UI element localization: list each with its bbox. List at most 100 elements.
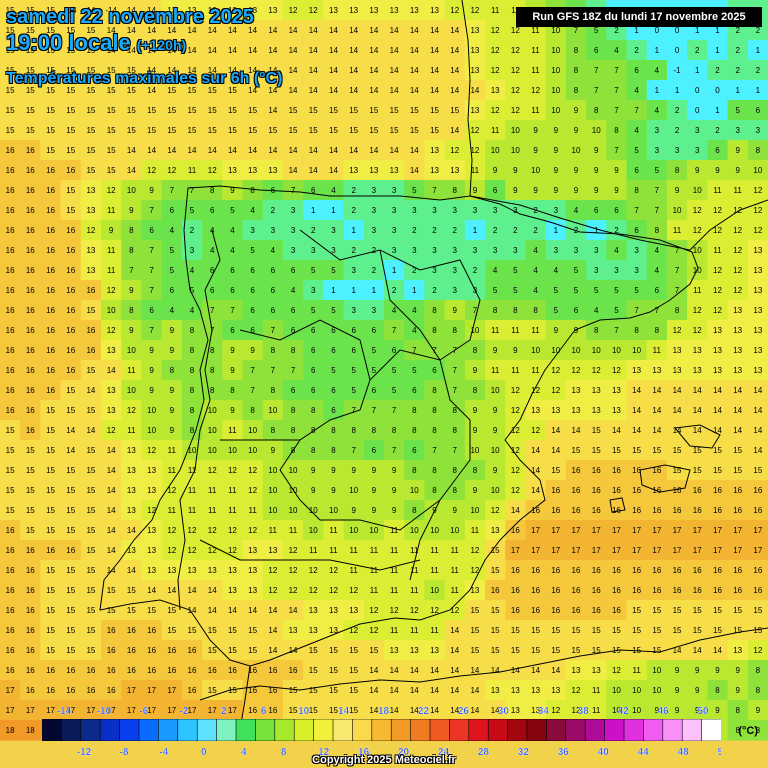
- field-cell: [505, 500, 527, 521]
- temperature-value: 8: [190, 386, 195, 395]
- field-cell: [646, 180, 668, 201]
- field-cell: [485, 140, 506, 161]
- temperature-value: 15: [107, 126, 116, 135]
- temperature-value: 7: [149, 286, 154, 295]
- temperature-value: 14: [349, 46, 358, 55]
- field-cell: [464, 300, 486, 321]
- temperature-value: 13: [572, 666, 581, 675]
- field-cell: [262, 340, 284, 361]
- field-cell: [40, 300, 62, 321]
- temperature-value: 12: [470, 546, 479, 555]
- field-cell: [181, 440, 203, 461]
- temperature-value: 15: [167, 106, 176, 115]
- field-cell: [707, 320, 729, 341]
- field-cell: [80, 80, 102, 101]
- temperature-value: 15: [733, 606, 742, 615]
- field-cell: [0, 140, 21, 161]
- temperature-value: 8: [291, 346, 296, 355]
- field-cell: [505, 480, 527, 501]
- temperature-value: 2: [372, 266, 377, 275]
- temperature-value: 16: [46, 386, 55, 395]
- temperature-value: 12: [147, 446, 156, 455]
- field-cell: [485, 520, 506, 541]
- temperature-value: 12: [167, 546, 176, 555]
- temperature-value: 15: [66, 526, 75, 535]
- temperature-value: 6: [170, 286, 175, 295]
- temperature-value: 16: [6, 546, 15, 555]
- temperature-value: 7: [149, 246, 154, 255]
- temperature-value: 7: [291, 366, 296, 375]
- temperature-value: 15: [349, 126, 358, 135]
- temperature-value: 2: [756, 66, 761, 75]
- field-cell: [80, 40, 102, 61]
- field-cell: [485, 280, 506, 301]
- temperature-value: 8: [210, 346, 215, 355]
- field-cell: [525, 80, 547, 101]
- temperature-value: 9: [170, 406, 175, 415]
- field-cell: [242, 360, 264, 381]
- legend-swatch: [681, 719, 703, 741]
- temperature-value: 11: [168, 506, 177, 515]
- temperature-value: 6: [493, 186, 498, 195]
- temperature-value: 15: [26, 506, 35, 515]
- legend-tick-label: 36: [558, 747, 570, 758]
- temperature-value: 13: [369, 166, 378, 175]
- temperature-value: 11: [168, 446, 177, 455]
- field-cell: [747, 340, 768, 361]
- temperature-value: 16: [733, 486, 742, 495]
- field-cell: [384, 380, 405, 401]
- temperature-value: 5: [614, 306, 619, 315]
- field-cell: [60, 360, 82, 381]
- field-cell: [727, 100, 749, 121]
- temperature-value: 16: [26, 586, 35, 595]
- temperature-value: 9: [392, 506, 397, 515]
- temperature-value: 14: [107, 26, 116, 35]
- field-cell: [626, 120, 648, 141]
- temperature-value: 16: [632, 586, 641, 595]
- field-cell: [323, 300, 345, 321]
- temperature-value: 8: [574, 46, 579, 55]
- field-cell: [40, 620, 62, 641]
- field-cell: [525, 400, 547, 421]
- temperature-value: 3: [594, 266, 599, 275]
- temperature-value: 13: [127, 466, 136, 475]
- field-cell: [444, 420, 466, 441]
- field-cell: [586, 400, 607, 421]
- field-cell: [444, 360, 466, 381]
- temperature-value: 13: [147, 466, 156, 475]
- field-cell: [626, 200, 648, 221]
- field-cell: [303, 360, 324, 381]
- temperature-value: 16: [6, 526, 15, 535]
- field-cell: [485, 580, 506, 601]
- field-cell: [181, 220, 203, 241]
- field-cell: [262, 100, 284, 121]
- temperature-value: 7: [190, 186, 195, 195]
- temperature-value: 11: [511, 366, 520, 375]
- temperature-value: 2: [614, 26, 619, 35]
- temperature-value: 5: [554, 286, 559, 295]
- field-cell: [727, 580, 749, 601]
- temperature-value: 4: [331, 186, 336, 195]
- temperature-value: 11: [410, 566, 419, 575]
- field-cell: [525, 620, 547, 641]
- field-cell: [121, 160, 143, 181]
- temperature-value: 8: [453, 186, 458, 195]
- legend-tick-label: 50: [697, 706, 709, 717]
- field-cell: [707, 460, 729, 481]
- temperature-value: 14: [309, 86, 318, 95]
- temperature-value: 14: [309, 146, 318, 155]
- field-cell: [303, 260, 324, 281]
- temperature-value: 13: [309, 626, 318, 635]
- field-cell: [747, 380, 768, 401]
- temperature-value: 16: [6, 566, 15, 575]
- field-cell: [727, 240, 749, 261]
- field-cell: [727, 180, 749, 201]
- temperature-value: 12: [511, 106, 520, 115]
- temperature-value: 3: [554, 246, 559, 255]
- field-cell: [60, 600, 82, 621]
- temperature-value: 15: [551, 466, 560, 475]
- temperature-value: 15: [410, 106, 419, 115]
- field-cell: [404, 580, 426, 601]
- field-cell: [343, 560, 365, 581]
- temperature-value: 8: [715, 686, 720, 695]
